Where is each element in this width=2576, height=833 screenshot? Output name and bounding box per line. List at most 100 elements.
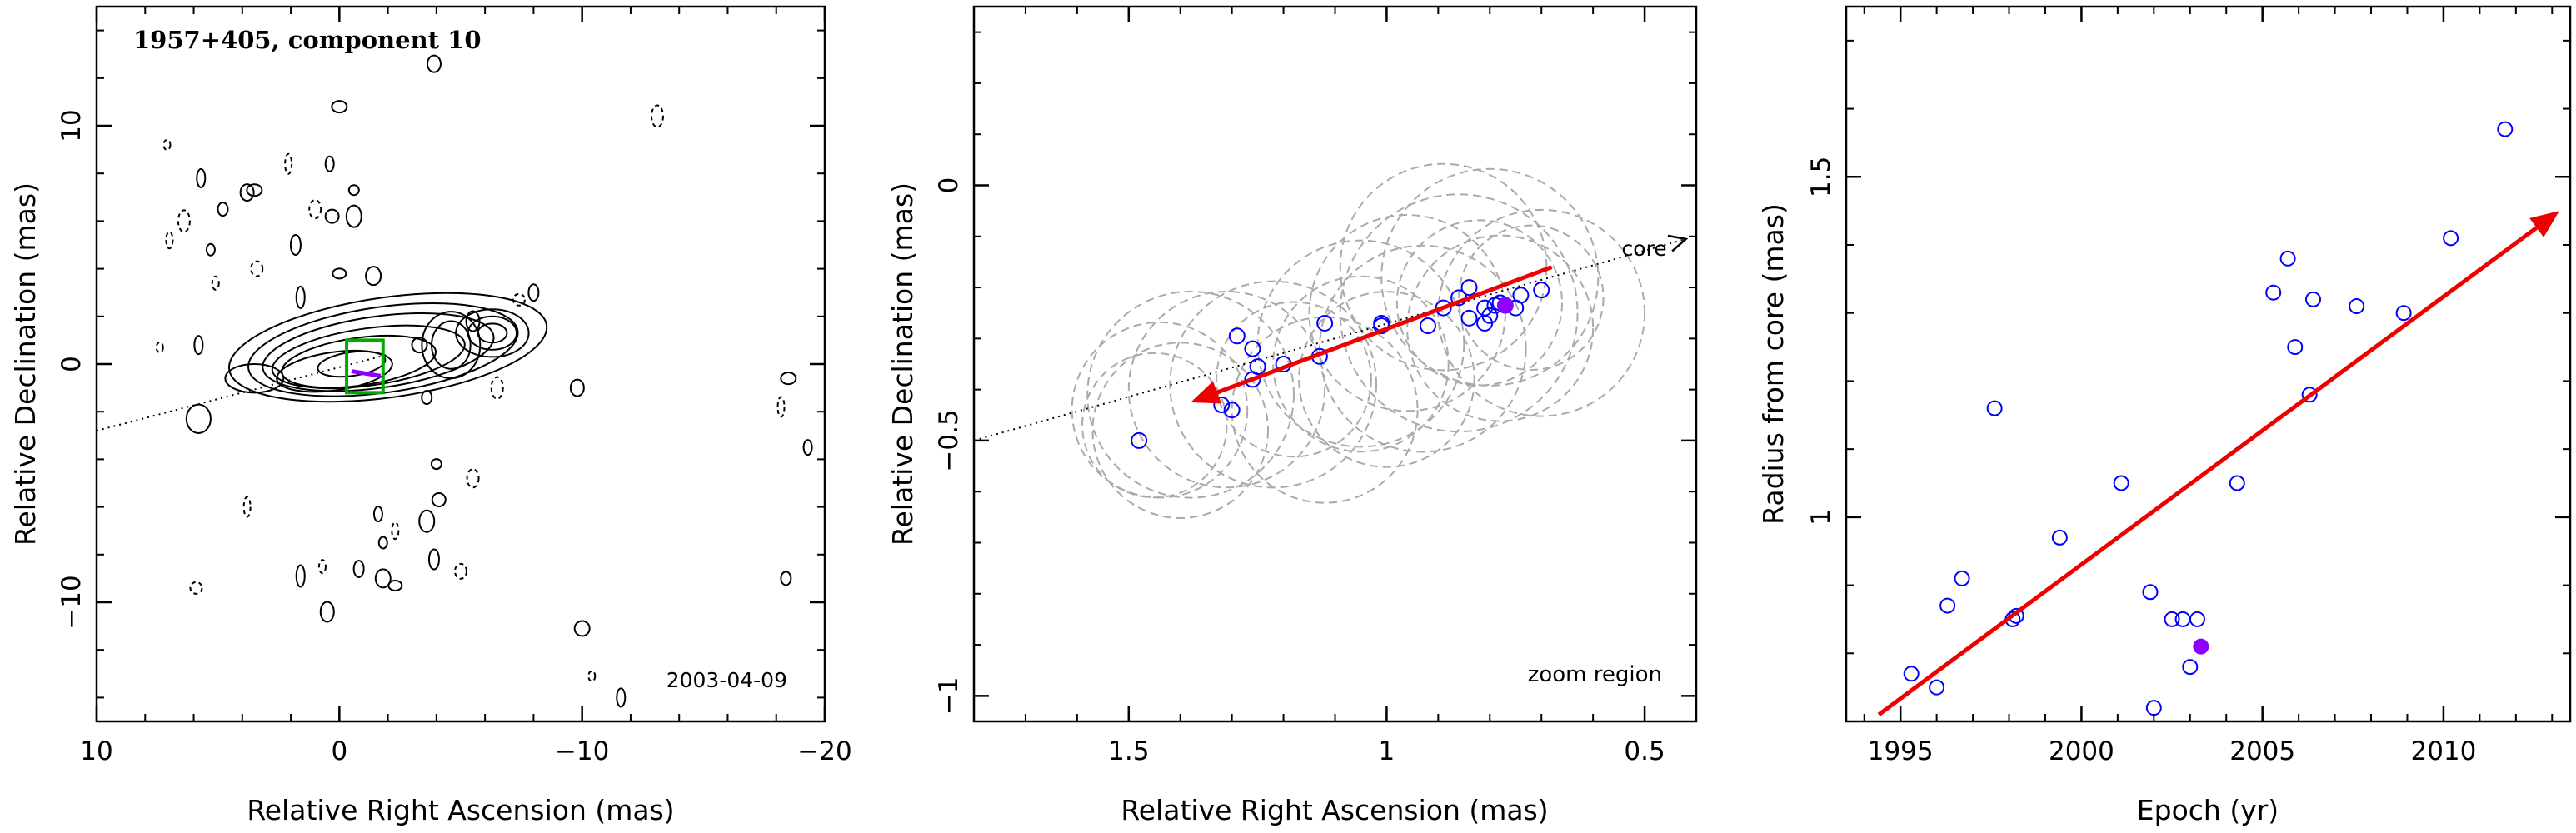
noise-contour (345, 204, 362, 228)
noise-contour (319, 601, 335, 623)
component-point (1460, 309, 1478, 327)
noise-contour (324, 208, 340, 224)
noise-contour (466, 468, 480, 489)
component-point (1512, 287, 1530, 304)
beam-circle (1081, 352, 1228, 499)
noise-contour (347, 184, 360, 197)
panel-2-ticks: 1.5 1 0.5 0 −0.5 −1 (934, 7, 1697, 766)
noise-contour (426, 54, 442, 73)
core-contour (247, 302, 519, 397)
radius-points (1903, 121, 2514, 716)
epoch-point (2349, 298, 2365, 315)
epoch-point (1929, 679, 1945, 696)
core-contour (276, 349, 393, 393)
epoch-point (1939, 597, 1956, 614)
x-tick-label: 1995 (1868, 736, 1934, 766)
noise-contour (776, 396, 786, 418)
panel-1-title: 1957+405, component 10 (133, 26, 482, 54)
highlighted-point (2193, 638, 2209, 655)
noise-contour (418, 509, 436, 533)
core-direction-line (974, 237, 1686, 441)
beam-circle (1458, 224, 1605, 372)
y-tick-label: −10 (57, 575, 87, 629)
noise-contour (780, 372, 797, 386)
epoch-point (2182, 659, 2199, 676)
epoch-point (1954, 570, 1970, 586)
noise-contour (239, 183, 255, 202)
beam-circle (1071, 321, 1249, 499)
noise-contour (430, 458, 442, 471)
component-point (1228, 327, 1246, 345)
panel-3-ticks: 1995 2000 2005 2010 1 1.5 (1806, 7, 2570, 766)
component-point (1244, 340, 1261, 357)
panel-2-plot-area (974, 162, 1686, 519)
noise-contour (177, 209, 191, 233)
epoch-point (2142, 584, 2159, 601)
core-contour (228, 292, 548, 403)
panel-2-y-axis-label: Relative Declination (mas) (886, 182, 919, 546)
epoch-point (2395, 305, 2412, 322)
x-tick-label: 2005 (2229, 736, 2295, 766)
feature-contour (224, 363, 285, 394)
component-marker (351, 369, 382, 378)
noise-contour (211, 275, 220, 291)
panel-3-y-axis-label: Radius from core (mas) (1757, 203, 1790, 525)
noise-contour (284, 152, 293, 175)
x-tick-label: 0.5 (1624, 736, 1665, 766)
noise-contour (490, 376, 504, 400)
x-tick-label: 1.5 (1108, 736, 1149, 766)
arrow-shaft (1216, 265, 1553, 395)
noise-contour (650, 104, 664, 128)
epoch-point (2229, 475, 2245, 491)
noise-contour (431, 492, 447, 508)
noise-contour (289, 234, 302, 256)
panel-2-zoom: 1.5 1 0.5 0 −0.5 −1 core zoom region Relative… (886, 5, 1698, 826)
noise-contour (196, 167, 207, 188)
zoom-region-label: zoom region (1528, 662, 1662, 687)
epoch-point (2051, 529, 2068, 546)
noise-contour (324, 155, 335, 172)
epoch-point (2265, 284, 2282, 301)
noise-contour (372, 506, 383, 523)
noise-contour (527, 283, 540, 302)
noise-contour (331, 100, 348, 114)
y-tick-label: −1 (934, 677, 964, 716)
noise-contour (374, 568, 392, 589)
noise-contour (454, 562, 467, 580)
beam-circle (1380, 167, 1600, 387)
panel-3-radius: 1995 2000 2005 2010 1 1.5 Epoch (yr) Radius f… (1757, 5, 2572, 826)
noise-contour (465, 310, 481, 332)
beam-circle (1272, 275, 1450, 453)
trend-arrow (1877, 211, 2559, 716)
x-tick-label: 0 (331, 736, 347, 766)
panel-1-date-label: 2003-04-09 (666, 668, 787, 692)
motion-arrow (1191, 265, 1553, 404)
arrow-shaft (1877, 226, 2539, 716)
feature-contour (421, 311, 482, 380)
epoch-point (2305, 291, 2322, 307)
epoch-point (2443, 230, 2459, 247)
y-tick-label: −0.5 (934, 409, 964, 471)
panel-3-frame (1845, 5, 2572, 723)
beam-circle (1339, 162, 1548, 372)
beam-circle (1256, 239, 1465, 448)
beam-circle (1127, 290, 1326, 489)
noise-contour (365, 266, 382, 287)
beam-circle (1091, 342, 1269, 519)
epoch-point (2497, 121, 2514, 137)
noise-contour (165, 231, 174, 250)
y-tick-label: 0 (934, 177, 964, 194)
x-tick-label: 1 (1379, 736, 1395, 766)
noise-contour (332, 267, 347, 280)
noise-contour (411, 337, 428, 354)
panel-3-plot-area (1877, 121, 2559, 716)
epoch-point (2164, 611, 2180, 627)
component-point (1223, 402, 1241, 419)
beam-circle (1231, 316, 1419, 504)
noise-contour (155, 341, 164, 353)
beam-circle (1086, 290, 1295, 499)
noise-contour (421, 390, 433, 406)
panel-1-ticks: 10 0 −10 −20 −10 0 10 (57, 7, 852, 766)
noise-contour (162, 138, 172, 151)
